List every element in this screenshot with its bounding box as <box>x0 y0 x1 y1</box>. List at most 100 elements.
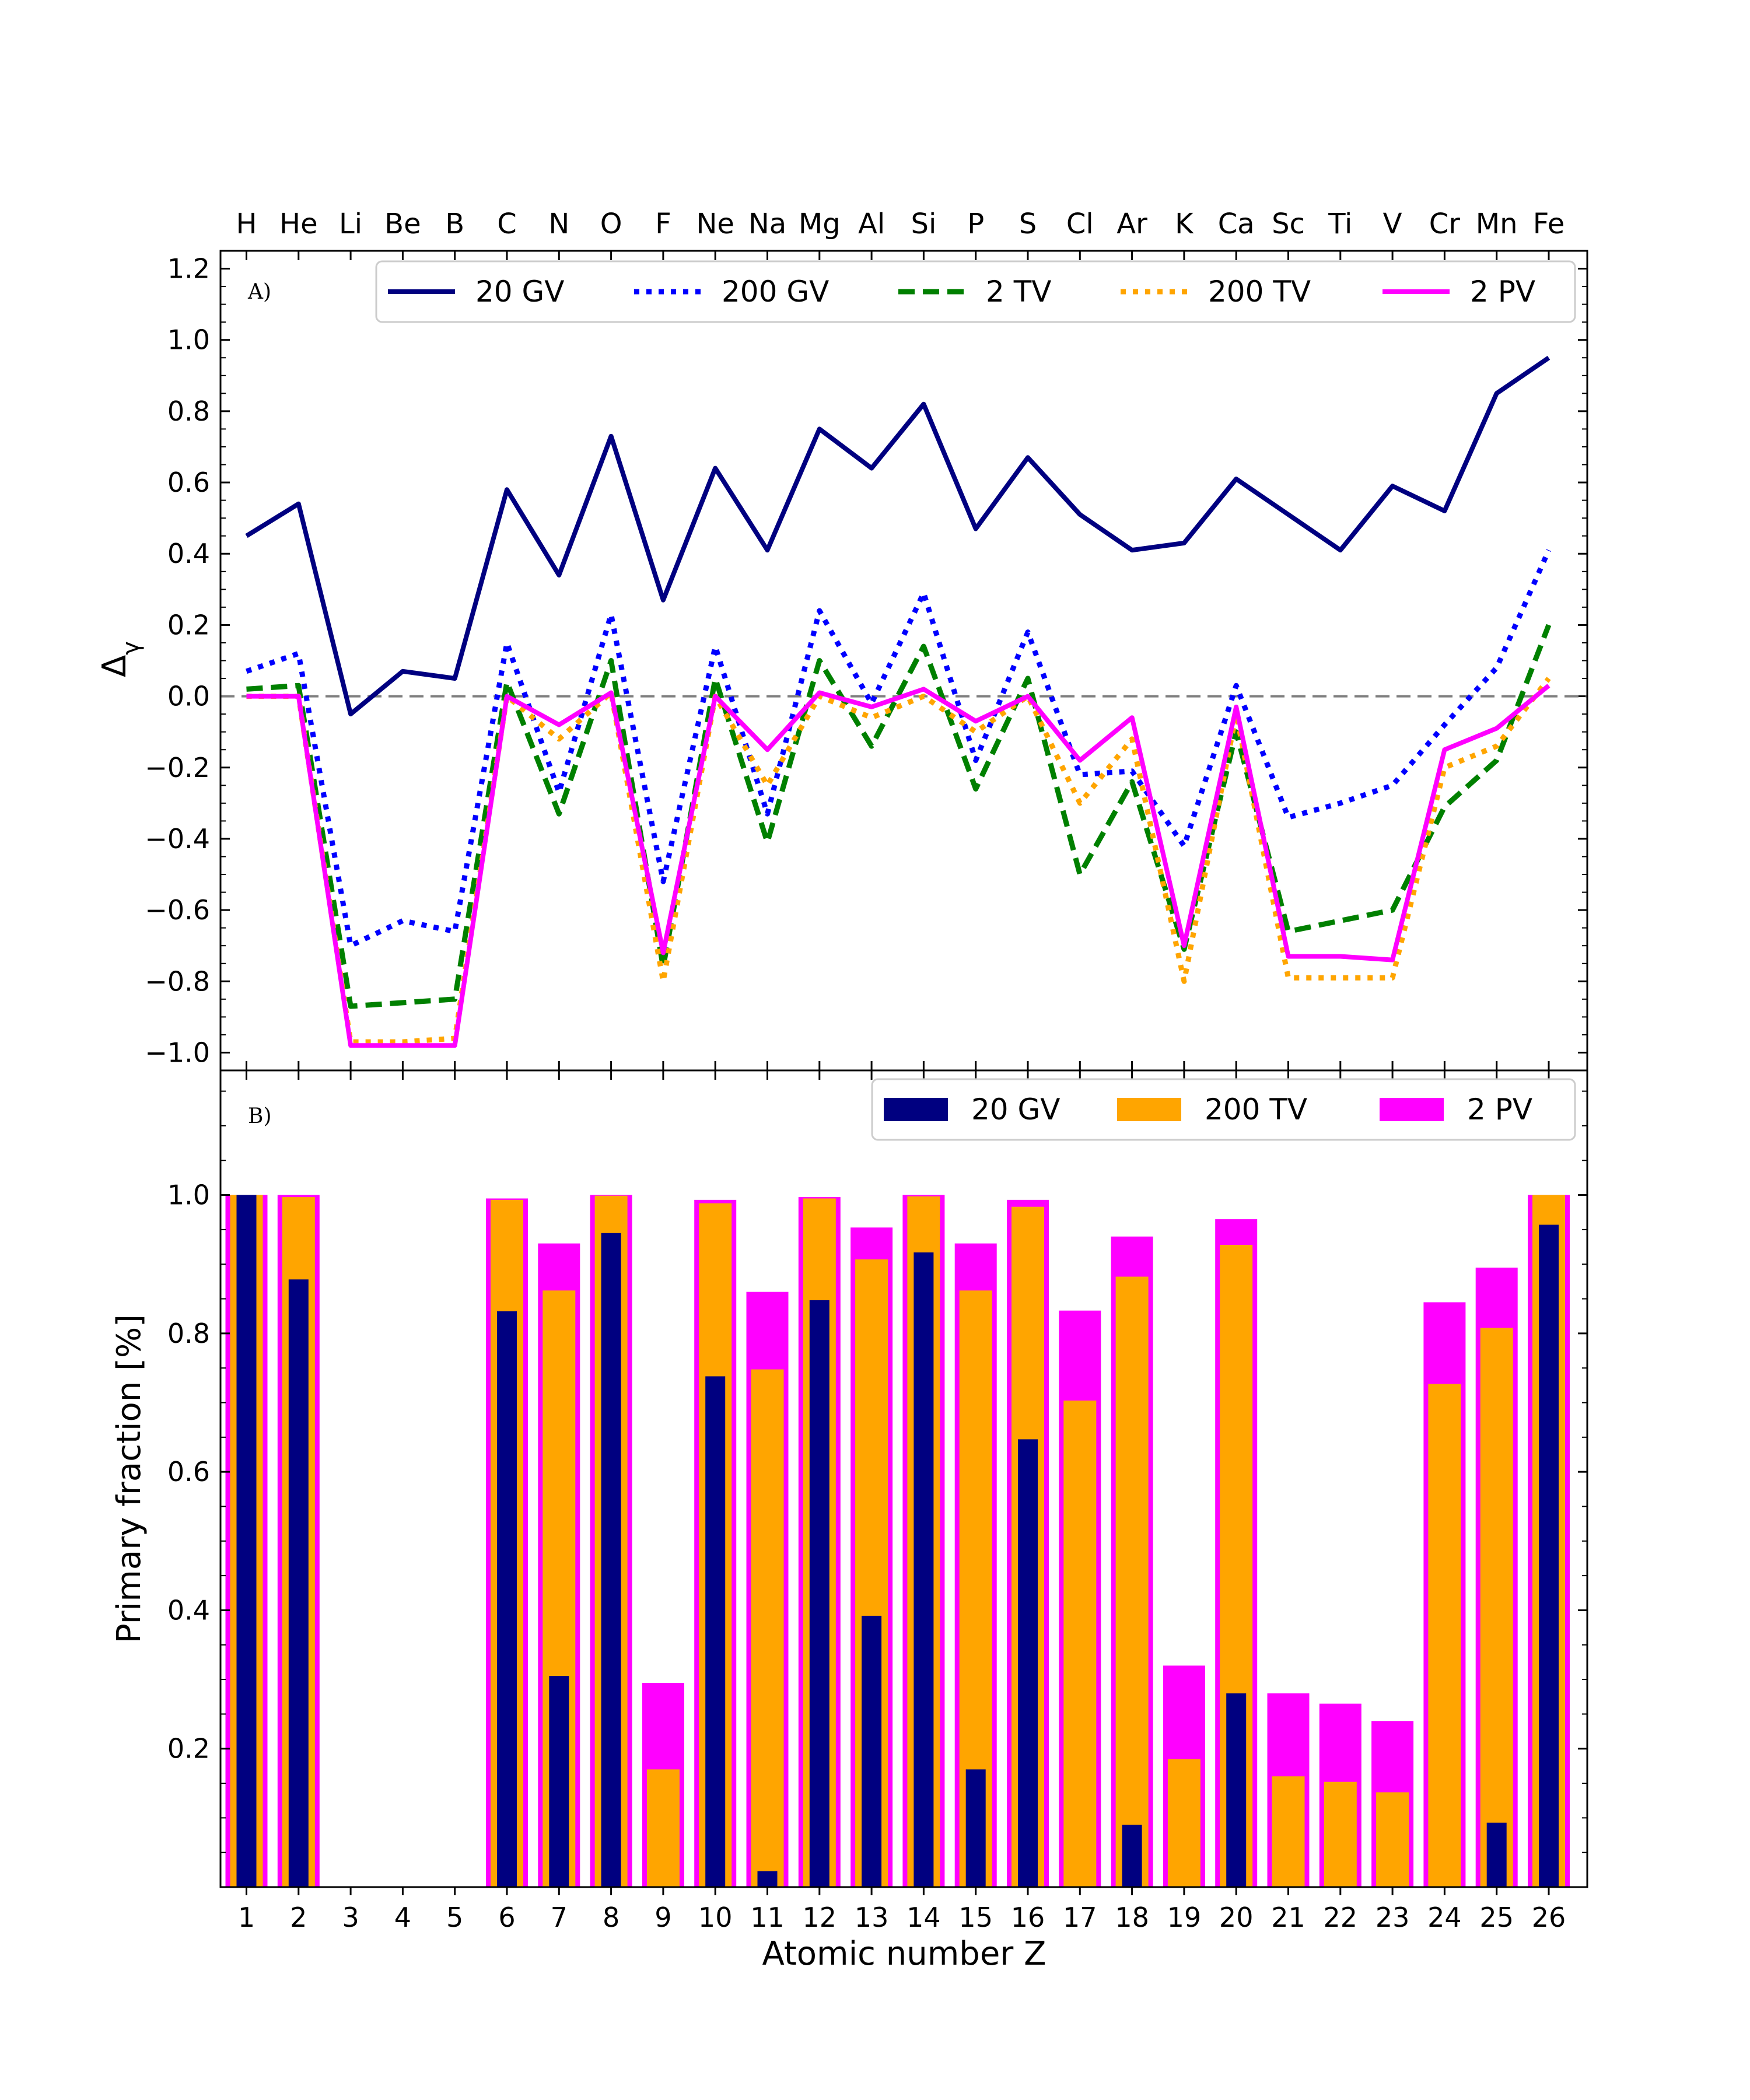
panel-b-ytick-label: 0.8 <box>167 1318 210 1349</box>
atomic-number-label: 20 <box>1219 1902 1254 1933</box>
panel-b-legend-box <box>871 1078 1576 1141</box>
bar-20-gv <box>862 1615 882 1887</box>
atomic-number-label: 18 <box>1115 1902 1149 1933</box>
atomic-number-label: 17 <box>1063 1902 1097 1933</box>
panel-b-ytick-label: 0.6 <box>167 1456 210 1488</box>
panel-a-ticks: −1.0 −0.8 −0.6 −0.4 −0.2 0.0 0.2 0.4 0.6 0.8 1.0 1.… <box>145 208 1587 1070</box>
panel-a-ytick-label: 0.0 <box>167 681 210 712</box>
panel-b: B) 0.20.40.60.81.01 2 3 4 5 6 7 8 9 10 11 12 13 14 15 1… <box>110 1069 1588 1973</box>
legend-swatch-2-pv <box>1380 1098 1444 1121</box>
panel-a-ytick-label: 0.8 <box>167 396 210 427</box>
atomic-number-label: 23 <box>1376 1902 1410 1933</box>
element-symbol-label: Mg <box>799 208 841 240</box>
element-symbol-label: Cl <box>1066 208 1094 240</box>
atomic-number-label: 11 <box>750 1902 785 1933</box>
element-symbol-label: Cr <box>1429 208 1461 240</box>
bar-20-gv <box>1018 1439 1038 1887</box>
atomic-number-label: 4 <box>394 1902 411 1933</box>
bar-200-tv <box>1272 1776 1305 1887</box>
panel-a-label: A) <box>247 280 271 304</box>
atomic-number-label: 26 <box>1532 1902 1566 1933</box>
atomic-number-label: 22 <box>1324 1902 1358 1933</box>
legend-label: 200 GV <box>722 275 829 309</box>
element-symbol-label: Ca <box>1218 208 1255 240</box>
atomic-number-label: 6 <box>498 1902 515 1933</box>
bar-20-gv <box>914 1252 934 1887</box>
bar-20-gv <box>1226 1693 1247 1887</box>
atomic-number-label: 16 <box>1011 1902 1045 1933</box>
panel-b-ytick-label: 1.0 <box>167 1180 210 1211</box>
panel-b-bars <box>225 1195 1570 1887</box>
element-symbol-label: Si <box>911 208 936 240</box>
legend-label: 2 TV <box>986 275 1051 309</box>
panel-a: A) −1.0 −0.8 −0.6 −0.4 −0.2 0.0 0.2 0.4 0.6 0.8 1.… <box>96 208 1588 1072</box>
panel-a-ytick-label: 0.4 <box>167 538 210 569</box>
panel-a-ytick-label: −0.6 <box>145 894 210 926</box>
legend-label: 2 PV <box>1470 275 1535 309</box>
atomic-number-label: 19 <box>1167 1902 1202 1933</box>
panel-b-ytick-label: 0.4 <box>167 1594 210 1626</box>
atomic-number-label: 15 <box>958 1902 993 1933</box>
panel-a-ytick-label: −1.0 <box>145 1037 210 1068</box>
panel-a-legend-box <box>375 260 1576 323</box>
bar-200-tv <box>1063 1400 1097 1887</box>
bar-20-gv <box>1122 1825 1142 1887</box>
element-symbol-label: Na <box>748 208 786 240</box>
element-symbol-label: Ar <box>1116 208 1147 240</box>
bar-20-gv <box>497 1311 517 1887</box>
element-symbol-label: S <box>1019 208 1037 240</box>
bar-20-gv <box>549 1676 569 1887</box>
bar-20-gv <box>965 1769 986 1887</box>
bar-20-gv <box>288 1279 309 1887</box>
element-symbol-label: Ti <box>1328 208 1352 240</box>
series-line-2-tv <box>246 624 1552 1009</box>
panel-a-series <box>245 355 1552 1048</box>
element-symbol-label: P <box>967 208 984 240</box>
element-symbol-label: F <box>655 208 671 240</box>
series-line-20-gv <box>245 355 1550 717</box>
element-symbol-label: O <box>600 208 622 240</box>
legend-swatch-200-tv <box>1117 1098 1181 1121</box>
atomic-number-label: 2 <box>290 1902 307 1933</box>
panel-a-ytick-label: −0.2 <box>145 752 210 783</box>
panel-a-ytick-label: −0.8 <box>145 965 210 997</box>
element-symbol-label: Be <box>384 208 421 240</box>
legend-label: 200 TV <box>1205 1093 1307 1126</box>
legend-label: 20 GV <box>475 275 564 309</box>
panel-b-ylabel: Primary fraction [%] <box>110 1314 148 1643</box>
panel-b-xlabel: Atomic number Z <box>762 1935 1046 1973</box>
element-symbol-label: H <box>236 208 257 240</box>
element-symbol-label: Li <box>339 208 362 240</box>
panel-b-frame <box>219 1069 1588 1888</box>
bar-20-gv <box>1486 1822 1507 1887</box>
atomic-number-label: 13 <box>855 1902 889 1933</box>
bar-200-tv <box>1428 1384 1461 1887</box>
element-symbol-label: K <box>1175 208 1194 240</box>
panel-a-legend: 20 GV 200 GV 2 TV 200 TV 2 PV <box>375 260 1576 323</box>
bar-200-tv <box>1115 1276 1149 1887</box>
atomic-number-label: 21 <box>1271 1902 1306 1933</box>
legend-label: 200 TV <box>1208 275 1311 309</box>
atomic-number-label: 5 <box>446 1902 463 1933</box>
panel-b-label: B) <box>248 1104 272 1128</box>
element-symbol-label: C <box>497 208 517 240</box>
bar-200-tv <box>1167 1759 1200 1887</box>
legend-label: 20 GV <box>971 1093 1060 1126</box>
bar-200-tv <box>1324 1782 1357 1887</box>
element-symbol-label: Al <box>858 208 885 240</box>
bar-20-gv <box>601 1233 621 1887</box>
atomic-number-label: 12 <box>803 1902 837 1933</box>
atomic-number-label: 7 <box>551 1902 568 1933</box>
element-symbol-label: N <box>548 208 569 240</box>
panel-a-ytick-label: 1.2 <box>167 253 210 285</box>
legend-label: 2 PV <box>1467 1093 1532 1126</box>
atomic-number-label: 14 <box>907 1902 941 1933</box>
series-line-2-pv <box>246 684 1550 1048</box>
atomic-number-label: 8 <box>603 1902 620 1933</box>
bar-20-gv <box>705 1376 726 1887</box>
panel-a-ytick-label: 0.2 <box>167 609 210 640</box>
bar-20-gv <box>809 1300 830 1887</box>
element-symbol-label: Sc <box>1272 208 1305 240</box>
panel-a-ytick-label: −0.4 <box>145 823 210 855</box>
panel-b-legend: 20 GV 200 TV 2 PV <box>871 1078 1576 1141</box>
